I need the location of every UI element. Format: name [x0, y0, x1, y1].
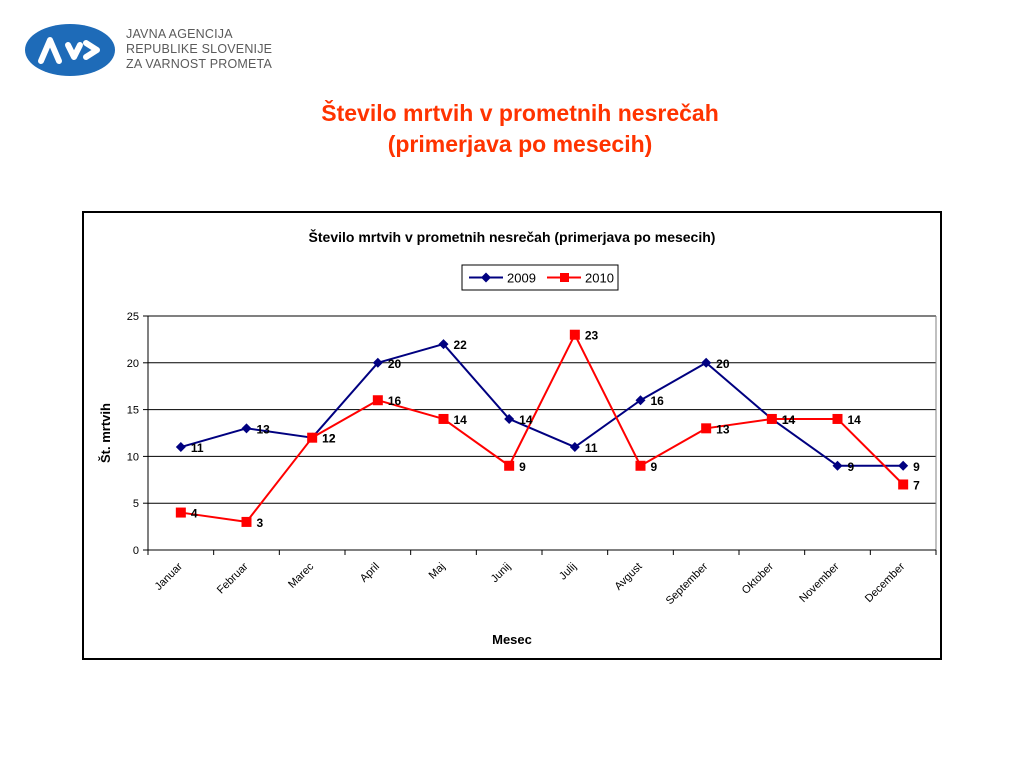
data-point-2009-Junij — [504, 413, 515, 424]
data-point-2009-November — [832, 460, 843, 471]
slide-title-line-1: Število mrtvih v prometnih nesrečah — [321, 100, 719, 126]
legend-label-2009: 2009 — [507, 271, 536, 286]
data-point-2010-Oktober — [766, 413, 777, 424]
data-point-2010-November — [832, 413, 843, 424]
slide-title: Število mrtvih v prometnih nesrečah (pri… — [0, 98, 1024, 160]
data-point-2009-Januar — [175, 442, 186, 453]
data-point-2010-Avgust — [635, 460, 646, 471]
data-label-2010-September: 13 — [716, 422, 730, 436]
slide-title-line-2: (primerjava po mesecih) — [387, 131, 653, 157]
logo-text: JAVNA AGENCIJA REPUBLIKE SLOVENIJE ZA VA… — [126, 27, 326, 72]
legend-marker-2009 — [481, 272, 491, 283]
data-label-2010-April: 16 — [388, 394, 402, 408]
legend-label-2010: 2010 — [585, 271, 614, 286]
y-tick-label-25: 25 — [127, 311, 139, 323]
data-label-2010-December: 7 — [913, 478, 920, 492]
x-tick-label-Junij: Junij — [489, 561, 513, 585]
avp-logo-icon — [25, 24, 115, 76]
x-tick-label-Maj: Maj — [427, 561, 448, 582]
data-point-2010-Julij — [569, 329, 580, 340]
x-tick-label-Avgust: Avgust — [612, 561, 644, 593]
data-label-2009-Maj: 22 — [454, 338, 468, 352]
data-label-2009-Januar: 11 — [191, 441, 204, 455]
data-point-2009-April — [372, 357, 383, 368]
legend-marker-2010 — [560, 273, 569, 282]
x-axis-title: Mesec — [492, 632, 532, 647]
data-label-2009-Marec: 12 — [322, 432, 336, 446]
data-label-2010-Julij: 23 — [585, 329, 599, 343]
y-tick-label-20: 20 — [127, 358, 139, 370]
data-point-2010-December — [898, 479, 909, 490]
data-point-2009-December — [898, 460, 909, 471]
data-label-2009-Avgust: 16 — [651, 394, 665, 408]
chart-title: Število mrtvih v prometnih nesrečah (pri… — [309, 228, 716, 245]
data-label-2010-November: 14 — [848, 413, 862, 427]
x-tick-label-December: December — [863, 560, 908, 605]
data-label-2009-September: 20 — [716, 357, 730, 371]
data-point-2009-September — [701, 357, 712, 368]
x-tick-label-Januar: Januar — [153, 560, 186, 593]
x-tick-label-April: April — [358, 561, 382, 585]
data-point-2010-September — [701, 423, 712, 434]
data-label-2009-Oktober: 14 — [782, 413, 796, 427]
data-point-2009-Julij — [569, 442, 580, 453]
data-point-2010-Februar — [241, 516, 252, 527]
data-label-2009-Julij: 11 — [585, 441, 598, 455]
data-point-2009-Maj — [438, 339, 449, 350]
series-line-2009 — [180, 343, 904, 467]
y-tick-label-15: 15 — [127, 405, 139, 417]
x-tick-label-Oktober: Oktober — [740, 560, 776, 596]
data-label-2010-Marec: 12 — [322, 432, 336, 446]
y-tick-label-0: 0 — [133, 545, 139, 557]
data-label-2010-Junij: 9 — [519, 460, 526, 474]
logo-line-3: ZA VARNOST PROMETA — [126, 57, 272, 71]
data-label-2010-Januar: 4 — [191, 507, 198, 521]
line-chart: Število mrtvih v prometnih nesrečah (pri… — [98, 228, 937, 647]
data-label-2010-Avgust: 9 — [651, 460, 658, 474]
data-label-2009-Februar: 13 — [257, 422, 271, 436]
data-point-2009-Februar — [241, 423, 252, 434]
data-point-2010-Januar — [175, 507, 186, 518]
x-tick-label-November: November — [797, 560, 842, 605]
data-label-2009-December: 9 — [913, 460, 920, 474]
x-tick-label-Februar: Februar — [215, 560, 251, 596]
data-label-2009-Junij: 14 — [519, 413, 533, 427]
y-axis-title: Št. mrtvih — [98, 403, 113, 463]
data-label-2009-November: 9 — [848, 460, 855, 474]
data-label-2010-Oktober: 14 — [782, 413, 796, 427]
x-tick-label-Marec: Marec — [286, 560, 316, 590]
logo-line-2: REPUBLIKE SLOVENIJE — [126, 42, 273, 56]
series-line-2010 — [180, 333, 904, 523]
y-tick-label-10: 10 — [127, 451, 139, 463]
x-tick-label-Julij: Julij — [557, 561, 579, 583]
logo-line-1: JAVNA AGENCIJA — [126, 27, 233, 41]
data-label-2010-Maj: 14 — [454, 413, 468, 427]
data-point-2010-Maj — [438, 413, 449, 424]
data-point-2010-April — [372, 395, 383, 406]
x-tick-label-September: September — [664, 560, 711, 607]
data-point-2010-Marec — [307, 432, 318, 443]
data-point-2009-Avgust — [635, 395, 646, 406]
data-point-2010-Junij — [504, 460, 515, 471]
data-label-2009-April: 20 — [388, 357, 402, 371]
y-tick-label-5: 5 — [133, 498, 139, 510]
chart-frame: Število mrtvih v prometnih nesrečah (pri… — [82, 211, 942, 660]
data-label-2010-Februar: 3 — [257, 516, 264, 530]
agency-logo: JAVNA AGENCIJA REPUBLIKE SLOVENIJE ZA VA… — [24, 20, 324, 80]
